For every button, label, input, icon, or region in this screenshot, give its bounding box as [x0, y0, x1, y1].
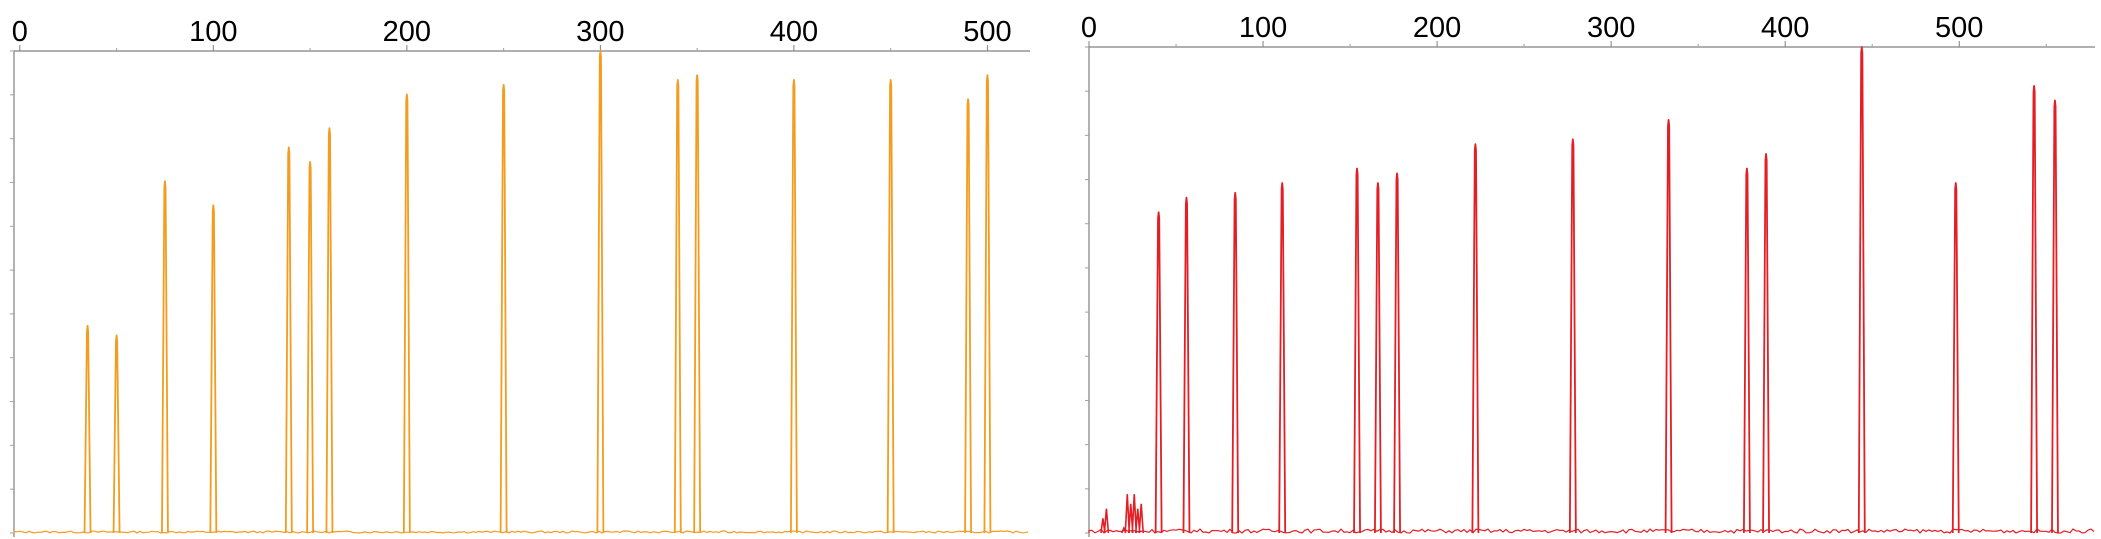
left-x-tick-label: 100	[189, 16, 237, 48]
left-baseline-trace	[13, 530, 1029, 534]
right-peak-14	[2030, 84, 2038, 534]
left-peak-3	[209, 204, 218, 534]
left-x-tick-label: 0	[12, 16, 28, 48]
right-peak-5	[1374, 182, 1382, 534]
left-peak-7	[402, 93, 411, 534]
left-x-tick-label: 400	[770, 16, 818, 48]
right-x-tick-label: 0	[1081, 12, 1097, 44]
right-peak-15	[2051, 99, 2059, 534]
left-peak-4	[284, 146, 293, 534]
left-peak-5	[306, 160, 314, 534]
left-peak-1	[112, 334, 121, 534]
left-x-tick-label: 300	[576, 16, 624, 48]
left-peak-2	[161, 180, 169, 534]
left-x-tick-label: 500	[963, 16, 1011, 48]
left-peak-11	[693, 74, 702, 534]
right-peak-9	[1664, 119, 1673, 534]
left-chart-panel: 0 100 200 300 400 500	[0, 0, 1040, 539]
right-peak-11	[1762, 153, 1770, 534]
right-x-tick-label: 200	[1413, 12, 1461, 44]
right-peak-6	[1393, 172, 1401, 534]
left-peak-8	[499, 83, 508, 534]
right-peak-8	[1568, 138, 1577, 534]
right-peak-4	[1353, 167, 1361, 534]
right-noise-cluster	[1100, 494, 1145, 534]
right-peak-10	[1743, 167, 1751, 534]
right-peak-7	[1471, 143, 1480, 534]
right-x-tick-label: 300	[1587, 12, 1635, 44]
left-peak-6	[325, 127, 334, 534]
right-peak-3	[1278, 182, 1287, 534]
left-peak-9	[596, 50, 605, 534]
left-peak-10	[673, 79, 682, 534]
left-x-tick-label: 200	[383, 16, 431, 48]
right-peak-12	[1857, 46, 1866, 534]
right-peak-1	[1182, 196, 1191, 534]
left-peak-0	[83, 324, 92, 534]
right-chart-panel: 0 100 200 300 400 500	[1075, 0, 2101, 539]
right-baseline-trace	[1088, 528, 2095, 534]
left-peak-12	[790, 79, 798, 534]
left-peak-14	[964, 98, 972, 534]
right-peak-0	[1154, 211, 1163, 534]
left-peak-13	[886, 79, 895, 534]
right-x-tick-label: 100	[1239, 12, 1287, 44]
right-x-tick-label: 500	[1935, 12, 1983, 44]
left-peak-15	[983, 74, 992, 534]
right-chart: 0 100 200 300 400 500	[1081, 12, 2095, 537]
left-chart: 0 100 200 300 400 500	[10, 16, 1030, 537]
right-peak-13	[1951, 182, 1960, 534]
right-x-tick-label: 400	[1761, 12, 1809, 44]
right-peak-2	[1231, 191, 1240, 534]
